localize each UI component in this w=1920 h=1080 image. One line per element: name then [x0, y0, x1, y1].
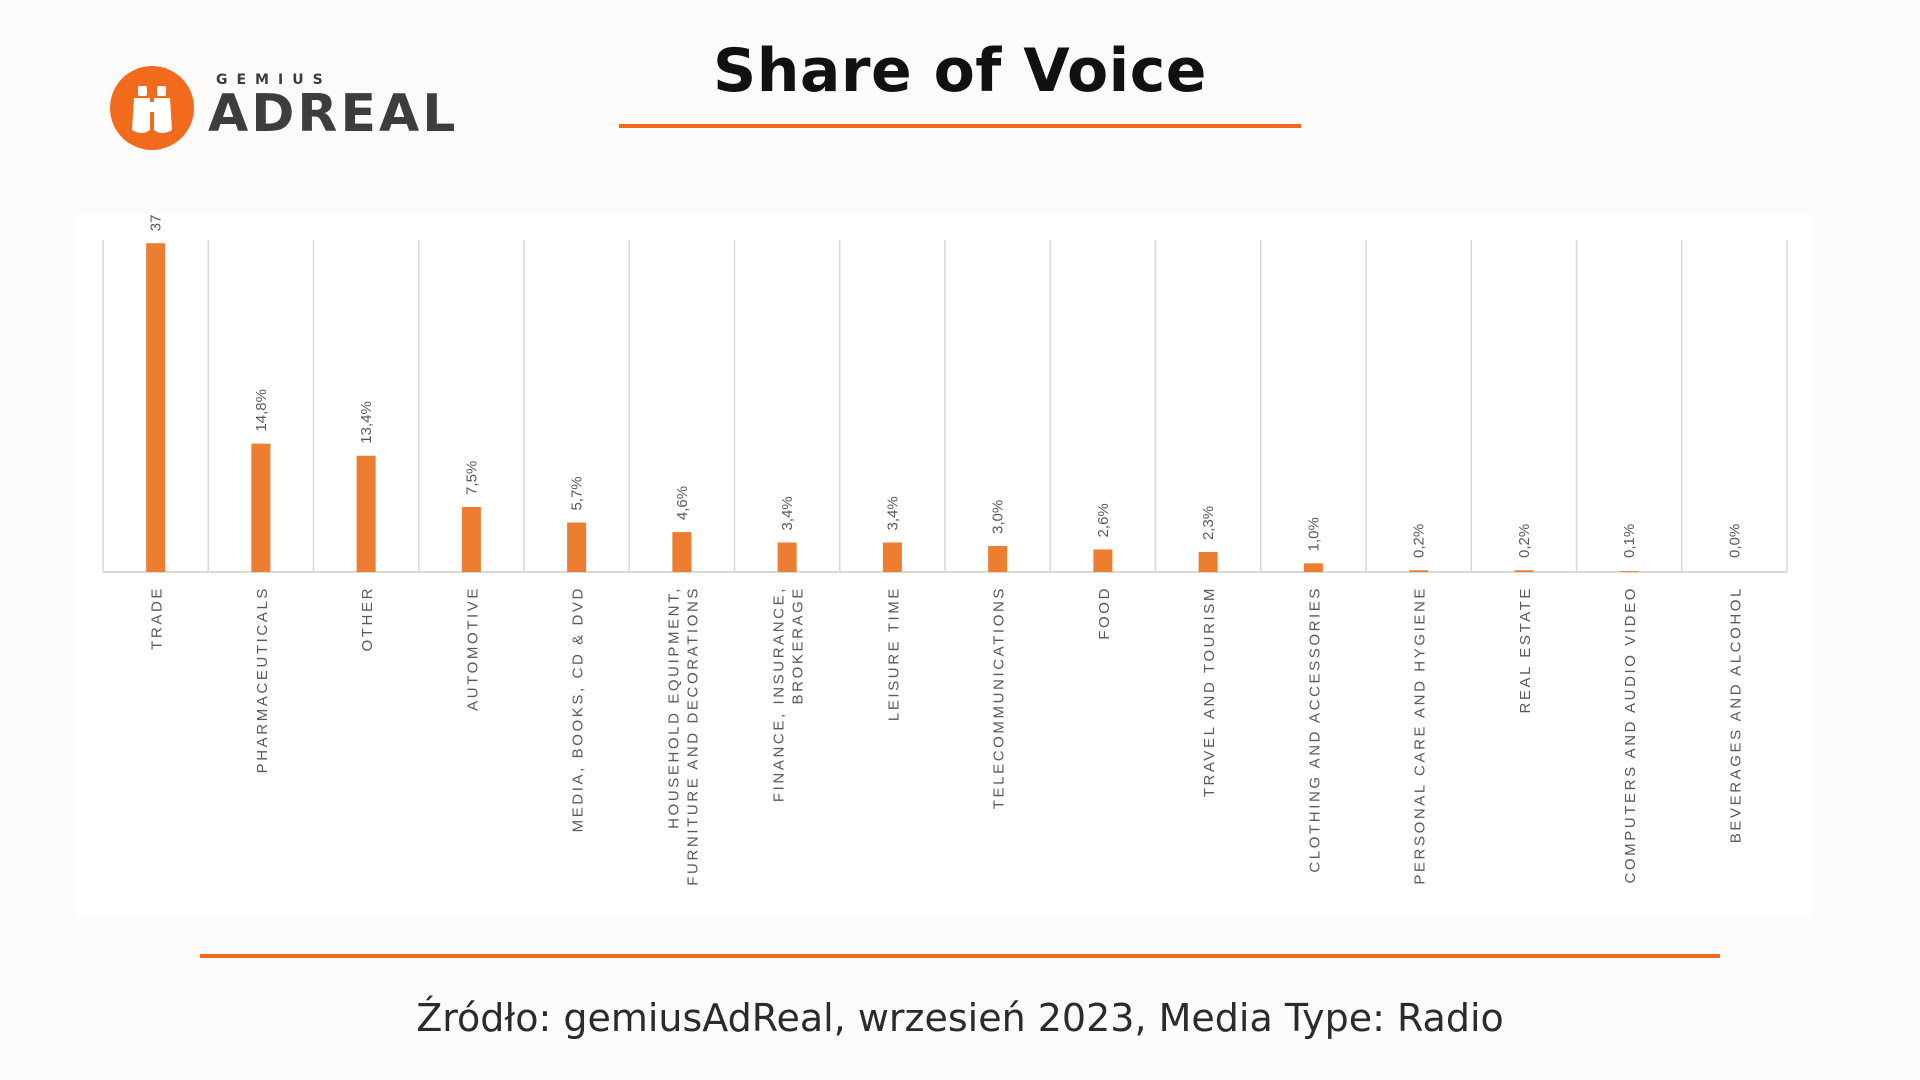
category-label: BROKERAGE	[790, 586, 807, 704]
data-label: 1,0%	[1305, 517, 1322, 551]
logo-brand-big: ADREAL	[208, 84, 459, 144]
title-underline	[619, 124, 1301, 128]
category-label: TRADE	[149, 586, 166, 650]
bar	[1514, 570, 1534, 572]
category-label: OTHER	[359, 586, 376, 652]
bar	[567, 522, 587, 572]
category-label: CLOTHING AND ACCESSORIES	[1306, 586, 1323, 873]
logo: GEMIUS ADREAL	[110, 64, 455, 154]
data-label: 14,8%	[253, 389, 270, 432]
data-label: 5,7%	[569, 476, 586, 510]
bar	[988, 545, 1008, 572]
bar	[1198, 552, 1218, 572]
data-label: 3,4%	[884, 496, 901, 530]
data-label: 13,4%	[358, 401, 375, 444]
logo-brand-small: GEMIUS	[216, 72, 332, 88]
data-label: 4,6%	[674, 486, 691, 520]
divider-line	[200, 954, 1720, 958]
category-label: FINANCE, INSURANCE,	[771, 586, 788, 802]
category-label: HOUSEHOLD EQUIPMENT,	[665, 586, 682, 829]
category-label: FOOD	[1096, 586, 1113, 640]
bar	[1093, 549, 1113, 572]
category-label: TELECOMMUNICATIONS	[991, 586, 1008, 809]
bar	[777, 542, 797, 572]
category-label: AUTOMOTIVE	[464, 586, 481, 711]
bar	[146, 243, 166, 572]
data-label: 2,3%	[1200, 506, 1217, 540]
bar	[356, 455, 376, 572]
data-label: 2,6%	[1095, 503, 1112, 537]
data-label: 3,4%	[779, 496, 796, 530]
category-label: PERSONAL CARE AND HYGIENE	[1412, 586, 1429, 885]
category-label: MEDIA, BOOKS, CD & DVD	[570, 586, 587, 832]
data-label: 7,5%	[463, 461, 480, 495]
bar	[882, 542, 902, 572]
bar	[1619, 571, 1639, 572]
bar	[1409, 570, 1429, 572]
data-label: 0,2%	[1411, 524, 1428, 558]
bar	[461, 506, 481, 572]
data-label: 0,1%	[1621, 524, 1638, 558]
bar	[1303, 563, 1323, 572]
category-label: FURNITURE AND DECORATIONS	[684, 586, 701, 886]
category-label: PHARMACEUTICALS	[254, 586, 271, 773]
bar	[251, 443, 271, 572]
data-label: 0,0%	[1726, 524, 1743, 558]
category-label: TRAVEL AND TOURISM	[1201, 586, 1218, 797]
page-title: Share of Voice	[712, 36, 1207, 106]
share-of-voice-chart: 37,9% TRADE 14,8% PHARMACEUTICALS 13,4% OTHER…	[102, 214, 1788, 886]
bar	[672, 532, 692, 572]
chart-panel: 37,9% TRADE 14,8% PHARMACEUTICALS 13,4% OTHER…	[76, 214, 1812, 916]
category-label: LEISURE TIME	[885, 586, 902, 721]
data-label: 37,9%	[148, 214, 165, 231]
data-label: 0,2%	[1516, 524, 1533, 558]
category-label: REAL ESTATE	[1517, 586, 1534, 714]
data-label: 3,0%	[990, 500, 1007, 534]
source-note: Źródło: gemiusAdReal, wrzesień 2023, Med…	[416, 996, 1504, 1040]
category-label: COMPUTERS AND AUDIO VIDEO	[1622, 586, 1639, 884]
category-label: BEVERAGES AND ALCOHOL	[1727, 586, 1744, 843]
binoculars-icon	[110, 66, 194, 150]
